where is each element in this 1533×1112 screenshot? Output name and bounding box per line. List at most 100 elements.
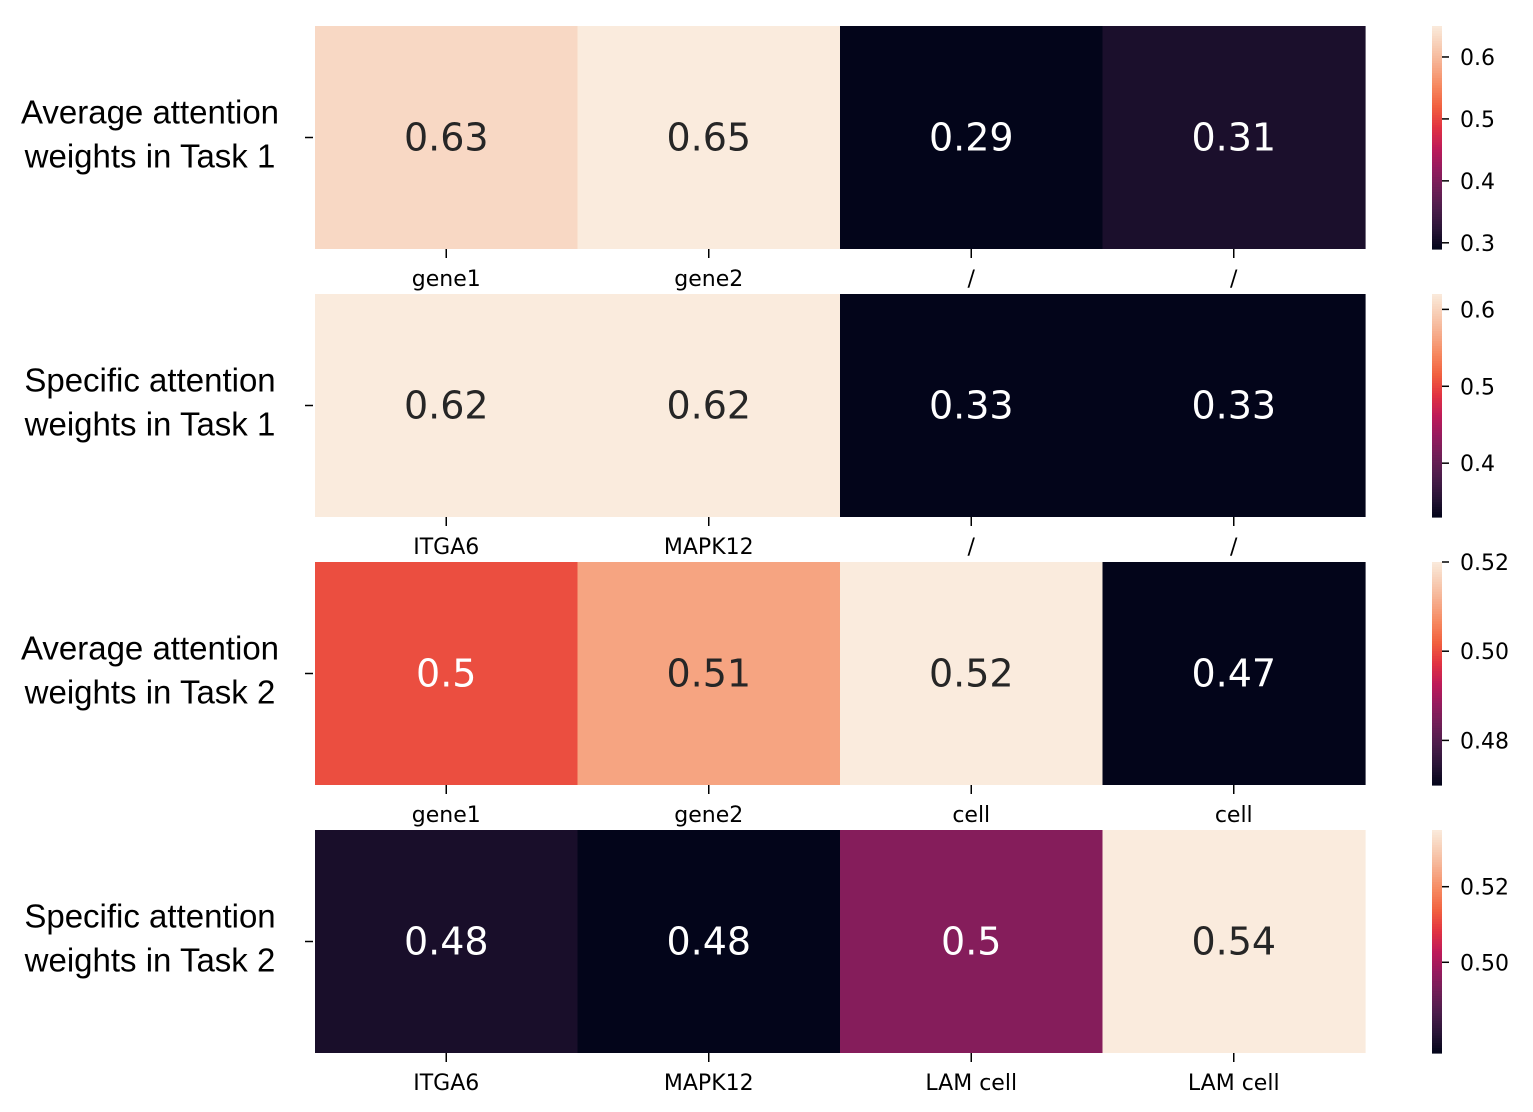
colorbar-tick-label: 0.52 bbox=[1460, 551, 1509, 576]
row-label: Average attention weights in Task 1 bbox=[21, 94, 279, 175]
colorbar-slice bbox=[1432, 668, 1442, 672]
colorbar-slice bbox=[1432, 149, 1442, 153]
colorbar-slice bbox=[1432, 393, 1442, 397]
colorbar-slice bbox=[1432, 641, 1442, 645]
colorbar-slice bbox=[1432, 196, 1442, 201]
colorbar-slice bbox=[1432, 616, 1442, 620]
colorbar-slice bbox=[1432, 70, 1442, 74]
colorbar-slice bbox=[1432, 703, 1442, 707]
cell-value-label: 0.48 bbox=[404, 920, 489, 964]
colorbar-slice bbox=[1432, 636, 1442, 640]
cell-value-label: 0.63 bbox=[404, 116, 489, 160]
colorbar-slice bbox=[1432, 221, 1442, 225]
colorbar-slice bbox=[1432, 762, 1442, 766]
row-label-line: weights in Task 2 bbox=[24, 942, 276, 979]
colorbar-slice bbox=[1432, 206, 1442, 210]
colorbar-slice bbox=[1432, 914, 1442, 918]
colorbar-slice bbox=[1432, 931, 1442, 935]
colorbar-slice bbox=[1432, 430, 1442, 434]
colorbar-slice bbox=[1432, 229, 1442, 233]
colorbar-slice bbox=[1432, 211, 1442, 215]
colorbar-slice bbox=[1432, 737, 1442, 741]
colorbar-slice bbox=[1432, 678, 1442, 682]
colorbar-slice bbox=[1432, 614, 1442, 618]
colorbar-slice bbox=[1432, 417, 1442, 421]
colorbar-slice bbox=[1432, 638, 1442, 642]
colorbar-slice bbox=[1432, 440, 1442, 444]
colorbar-slice bbox=[1432, 919, 1442, 923]
x-tick-label: cell bbox=[952, 803, 990, 828]
colorbar-slice bbox=[1432, 849, 1442, 853]
colorbar-slice bbox=[1432, 988, 1442, 992]
x-tick-label: ITGA6 bbox=[413, 535, 479, 560]
heatmap-cell bbox=[577, 294, 841, 517]
colorbar-slice bbox=[1432, 757, 1442, 761]
colorbar-slice bbox=[1432, 50, 1442, 54]
colorbar-slice bbox=[1432, 224, 1442, 228]
colorbar-slice bbox=[1432, 663, 1442, 667]
colorbar-slice bbox=[1432, 745, 1442, 749]
colorbar-slice bbox=[1432, 948, 1442, 953]
colorbar-slice bbox=[1432, 723, 1442, 727]
colorbar-slice bbox=[1432, 35, 1442, 39]
colorbar-slice bbox=[1432, 901, 1442, 905]
colorbar-slice bbox=[1432, 586, 1442, 590]
colorbar-slice bbox=[1432, 939, 1442, 943]
colorbar-slice bbox=[1432, 1023, 1442, 1027]
colorbar-slice bbox=[1432, 350, 1442, 355]
colorbar-slice bbox=[1432, 179, 1442, 183]
colorbar-slice bbox=[1432, 1038, 1442, 1042]
colorbar: 0.50 0.52 bbox=[1432, 830, 1509, 1054]
colorbar-slice bbox=[1432, 728, 1442, 732]
colorbar-slice bbox=[1432, 941, 1442, 945]
colorbar-slice bbox=[1432, 107, 1442, 111]
colorbar-slice bbox=[1432, 296, 1442, 300]
heatmap-cell bbox=[315, 294, 579, 517]
colorbar-slice bbox=[1432, 693, 1442, 697]
colorbar-slice bbox=[1432, 916, 1442, 920]
colorbar-slice bbox=[1432, 683, 1442, 687]
colorbar-slice bbox=[1432, 609, 1442, 613]
colorbar-slice bbox=[1432, 189, 1442, 193]
colorbar-slice bbox=[1432, 1025, 1442, 1029]
colorbar-tick-label: 0.52 bbox=[1460, 876, 1509, 901]
colorbar-slice bbox=[1432, 740, 1442, 744]
colorbar-slice bbox=[1432, 144, 1442, 149]
colorbar-slice bbox=[1432, 321, 1442, 325]
colorbar-slice bbox=[1432, 775, 1442, 779]
colorbar-slice bbox=[1432, 301, 1442, 305]
colorbar-slice bbox=[1432, 909, 1442, 913]
colorbar-slice bbox=[1432, 859, 1442, 863]
heatmap-cell bbox=[1102, 830, 1366, 1053]
cell-value-label: 0.31 bbox=[1191, 116, 1276, 160]
colorbar-slice bbox=[1432, 832, 1442, 836]
colorbar-slice bbox=[1432, 700, 1442, 704]
colorbar-slice bbox=[1432, 1000, 1442, 1005]
colorbar-slice bbox=[1432, 730, 1442, 734]
colorbar-slice bbox=[1432, 926, 1442, 930]
colorbar-slice bbox=[1432, 467, 1442, 471]
colorbar-slice bbox=[1432, 611, 1442, 615]
colorbar-slice bbox=[1432, 782, 1442, 786]
colorbar-slice bbox=[1432, 889, 1442, 893]
colorbar-slice bbox=[1432, 192, 1442, 196]
x-tick-label: / bbox=[968, 267, 976, 292]
colorbar-slice bbox=[1432, 1033, 1442, 1037]
colorbar-slice bbox=[1432, 403, 1442, 407]
colorbar-slice bbox=[1432, 450, 1442, 454]
colorbar-slice bbox=[1432, 395, 1442, 399]
heatmap-panel-2: Specific attention weights in Task 1 0.62 I… bbox=[24, 294, 1495, 560]
x-tick-label: ITGA6 bbox=[413, 1071, 479, 1096]
colorbar-slice bbox=[1432, 633, 1442, 637]
colorbar-slice bbox=[1432, 680, 1442, 685]
colorbar-slice bbox=[1432, 958, 1442, 962]
colorbar-slice bbox=[1432, 1005, 1442, 1009]
row-label: Specific attention weights in Task 1 bbox=[24, 362, 276, 443]
colorbar-slice bbox=[1432, 1035, 1442, 1039]
colorbar-slice bbox=[1432, 398, 1442, 402]
colorbar-slice bbox=[1432, 139, 1442, 144]
row-label-line: Average attention bbox=[21, 630, 279, 667]
colorbar-slice bbox=[1432, 204, 1442, 208]
colorbar-slice bbox=[1432, 132, 1442, 136]
colorbar-slice bbox=[1432, 852, 1442, 856]
